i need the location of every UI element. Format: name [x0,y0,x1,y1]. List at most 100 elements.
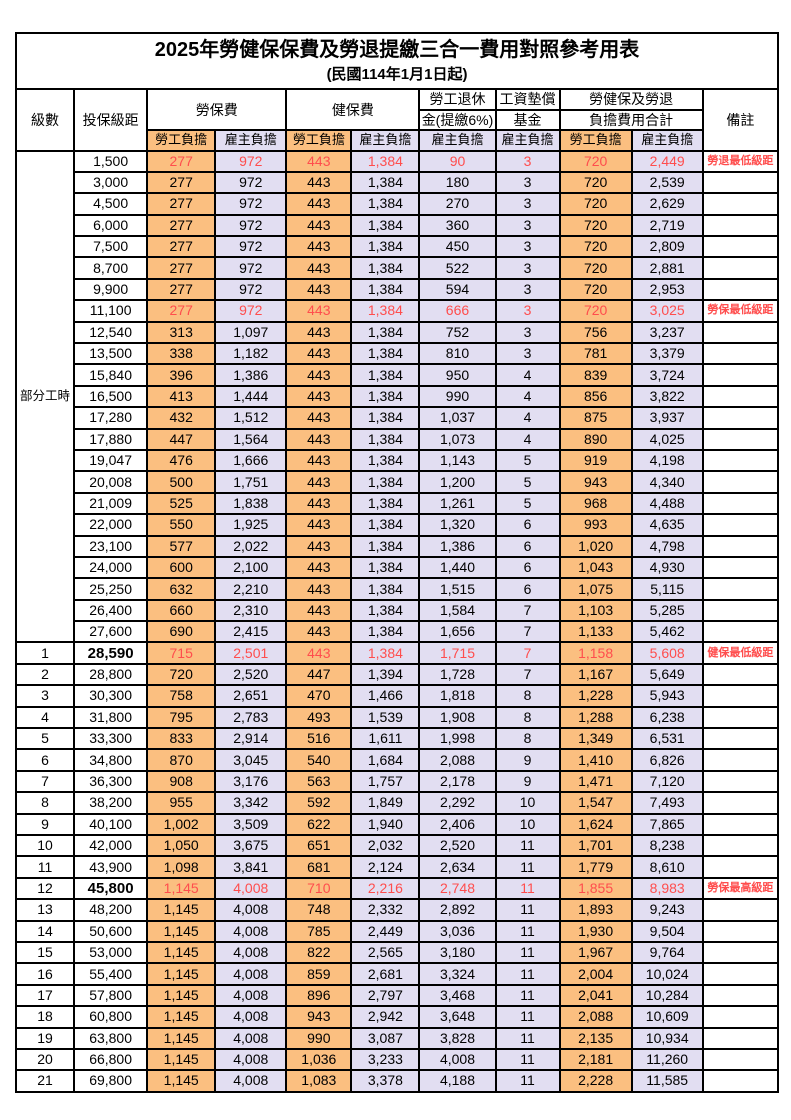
labor-ins-employee-cell: 432 [146,406,217,430]
total-employer-cell: 9,504 [630,919,704,943]
pension-employer-cell: 990 [418,384,497,409]
table-row: 14 50,600 1,145 4,008 785 2,449 3,036 11 1,930 9,… [14,919,780,943]
total-employer-cell: 5,285 [630,598,704,623]
health-ins-employer-cell: 1,384 [350,277,421,302]
col-header-total-line2: 負擔費用合計 [558,108,704,131]
wage-fund-employer-cell: 11 [494,919,561,943]
labor-ins-employer-cell: 972 [214,235,288,259]
remark-cell [701,341,780,366]
health-ins-employee-cell: 443 [285,427,353,451]
total-employer-cell: 5,115 [630,577,704,601]
health-ins-employee-cell: 990 [285,1026,353,1050]
labor-ins-employer-cell: 4,008 [214,940,288,965]
health-ins-employee-cell: 443 [285,363,353,387]
health-ins-employee-cell: 443 [285,577,353,601]
labor-ins-employee-cell: 277 [146,192,217,216]
labor-ins-employee-cell: 1,145 [146,940,217,965]
table-row: 26,400 660 2,310 443 1,384 1,584 7 1,103 5,285 [16,598,780,623]
health-ins-employer-cell: 1,384 [350,341,421,366]
pension-employer-cell: 1,037 [418,406,497,430]
total-employer-cell: 4,488 [630,491,704,516]
health-ins-employer-cell: 1,384 [350,170,421,195]
total-employee-cell: 1,930 [558,919,633,943]
labor-ins-employer-cell: 2,210 [214,577,288,601]
wage-fund-employer-cell: 11 [494,833,561,858]
labor-ins-employer-cell: 972 [214,277,288,302]
level-cell: 7 [14,769,76,794]
level-cell: 19 [14,1026,76,1050]
labor-ins-employer-cell: 3,841 [214,855,288,879]
remark-cell [701,962,780,986]
wage-fund-employer-cell: 3 [494,299,561,323]
health-ins-employer-cell: 1,384 [350,363,421,387]
labor-ins-employer-cell: 4,008 [214,962,288,986]
total-employer-cell: 3,724 [630,363,704,387]
pension-employer-cell: 810 [418,341,497,366]
total-employee-cell: 1,471 [558,769,633,794]
health-ins-employer-cell: 2,449 [350,919,421,943]
remark-cell [701,213,780,238]
remark-cell [701,470,780,494]
health-ins-employer-cell: 2,332 [350,898,421,922]
labor-ins-employer-cell: 2,651 [214,684,288,708]
labor-ins-employer-cell: 972 [214,149,288,173]
total-employee-cell: 839 [558,363,633,387]
labor-ins-employee-cell: 550 [146,513,217,537]
bracket-cell: 1,500 [73,149,149,173]
total-employer-cell: 5,462 [630,620,704,644]
total-employer-cell: 5,608 [630,641,704,665]
bracket-cell: 8,700 [73,256,149,280]
health-ins-employer-cell: 1,849 [350,791,421,815]
col-header-total-line1: 勞健保及勞退 [558,88,704,111]
table-row: 4,500 277 972 443 1,384 270 3 720 2,629 [16,192,780,216]
health-ins-employee-cell: 443 [285,620,353,644]
health-ins-employee-cell: 443 [285,320,353,345]
remark-cell [701,919,780,943]
labor-ins-employee-cell: 1,145 [146,983,217,1008]
table-row: 3,000 277 972 443 1,384 180 3 720 2,539 [16,170,780,195]
table-row: 15,840 396 1,386 443 1,384 950 4 839 3,724 [16,363,780,387]
level-cell: 9 [14,812,76,837]
bracket-cell: 53,000 [73,940,149,965]
pension-employer-cell: 1,386 [418,534,497,558]
total-employer-cell: 2,881 [630,256,704,280]
total-employee-cell: 1,043 [558,555,633,580]
total-employer-cell: 2,809 [630,235,704,259]
bracket-cell: 26,400 [73,598,149,623]
wage-fund-employer-cell: 3 [494,213,561,238]
wage-fund-employer-cell: 11 [494,1047,561,1072]
bracket-cell: 38,200 [73,791,149,815]
table-row: 16 55,400 1,145 4,008 859 2,681 3,324 11 2,004 10… [14,962,780,986]
remark-cell [701,513,780,537]
total-employer-cell: 9,764 [630,940,704,965]
health-ins-employee-cell: 622 [285,812,353,837]
labor-ins-employee-cell: 758 [146,684,217,708]
table-row: 11,100 277 972 443 1,384 666 3 720 3,025 勞保最低級距 [16,299,780,323]
labor-ins-employer-cell: 972 [214,170,288,195]
wage-fund-employer-cell: 9 [494,769,561,794]
table-row: 5 33,300 833 2,914 516 1,611 1,998 8 1,349 6,531 [14,727,780,751]
labor-ins-employee-cell: 313 [146,320,217,345]
total-employer-cell: 8,983 [630,876,704,901]
remark-cell [701,705,780,730]
labor-ins-employer-cell: 4,008 [214,876,288,901]
labor-ins-employer-cell: 1,751 [214,470,288,494]
level-cell: 16 [14,962,76,986]
health-ins-employee-cell: 443 [285,235,353,259]
pension-employer-cell: 1,261 [418,491,497,516]
total-employee-cell: 2,004 [558,962,633,986]
bracket-cell: 20,008 [73,470,149,494]
pension-employer-cell: 1,728 [418,662,497,687]
total-employer-cell: 2,449 [630,149,704,173]
total-employee-cell: 1,133 [558,620,633,644]
wage-fund-employer-cell: 10 [494,791,561,815]
health-ins-employee-cell: 443 [285,598,353,623]
bracket-cell: 42,000 [73,833,149,858]
pension-employer-cell: 2,088 [418,748,497,772]
labor-ins-employer-cell: 2,022 [214,534,288,558]
pension-employer-cell: 270 [418,192,497,216]
health-ins-employer-cell: 1,384 [350,534,421,558]
labor-ins-employee-cell: 1,145 [146,1005,217,1029]
labor-ins-employee-cell: 1,145 [146,876,217,901]
health-ins-employee-cell: 493 [285,705,353,730]
